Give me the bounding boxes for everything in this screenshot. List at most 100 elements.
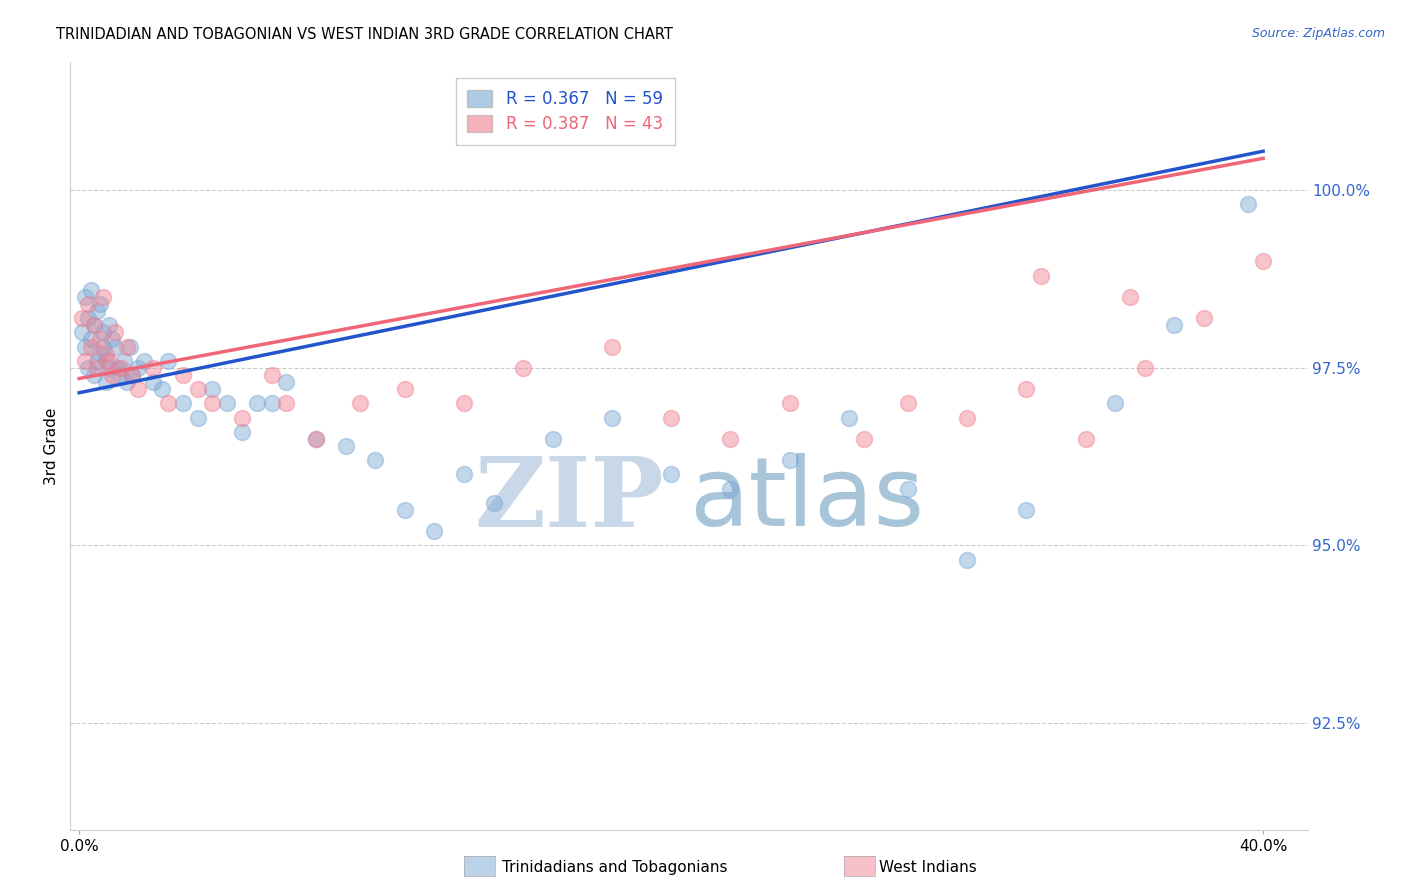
Point [83,368,105,382]
Point [305,432,328,446]
Point [718,432,741,446]
Point [104,326,127,340]
Point [779,396,801,410]
Point [127,382,149,396]
Point [1192,311,1215,326]
Point [115,340,138,354]
Point [231,410,253,425]
Point [246,396,269,410]
Point [91,290,114,304]
Point [852,432,875,446]
Point [83,318,105,333]
Point [104,340,127,354]
Point [127,360,149,375]
Point [453,467,475,482]
Point [1119,290,1142,304]
Point [70,311,93,326]
Point [335,439,357,453]
Point [659,410,682,425]
Point [1104,396,1126,410]
Text: TRINIDADIAN AND TOBAGONIAN VS WEST INDIAN 3RD GRADE CORRELATION CHART: TRINIDADIAN AND TOBAGONIAN VS WEST INDIA… [56,27,673,42]
Point [1015,503,1038,517]
Point [118,340,141,354]
Point [600,340,623,354]
Point [172,396,194,410]
Point [77,311,100,326]
Point [1074,432,1097,446]
Text: atlas: atlas [689,453,924,546]
Point [134,353,156,368]
Point [260,368,283,382]
Point [100,333,122,347]
Point [97,360,120,375]
Point [276,396,298,410]
Point [187,410,209,425]
Point [956,552,979,566]
Point [70,326,93,340]
Point [1133,360,1156,375]
Point [394,503,416,517]
Point [94,375,117,389]
Point [276,375,298,389]
Point [1163,318,1185,333]
Point [779,453,801,467]
Point [94,346,117,360]
Point [80,333,103,347]
Point [1237,197,1260,211]
Point [201,396,224,410]
Point [600,410,623,425]
Point [394,382,416,396]
Point [80,340,103,354]
Point [83,318,105,333]
Point [423,524,446,539]
Point [80,283,103,297]
Point [75,340,97,354]
Text: West Indians: West Indians [879,860,977,874]
Point [201,382,224,396]
Point [231,425,253,439]
Point [718,482,741,496]
Point [77,297,100,311]
Point [91,340,114,354]
Point [75,353,97,368]
Point [260,396,283,410]
Point [112,353,135,368]
Point [97,318,120,333]
Point [187,382,209,396]
Point [115,375,138,389]
Point [86,360,108,375]
Point [121,368,143,382]
Point [217,396,239,410]
Point [94,353,117,368]
Point [659,467,682,482]
Text: Source: ZipAtlas.com: Source: ZipAtlas.com [1251,27,1385,40]
Point [86,304,108,318]
Point [453,396,475,410]
Point [482,496,505,510]
Text: ZIP: ZIP [475,453,664,547]
Point [142,375,165,389]
Point [86,353,108,368]
Point [838,410,860,425]
Point [541,432,564,446]
Point [349,396,371,410]
Point [89,333,111,347]
Point [897,482,920,496]
Point [97,353,120,368]
Point [75,290,97,304]
Point [897,396,920,410]
Point [1251,254,1274,268]
Point [91,326,114,340]
Point [172,368,194,382]
Point [110,368,132,382]
Text: Trinidadians and Tobagonians: Trinidadians and Tobagonians [502,860,727,874]
Y-axis label: 3rd Grade: 3rd Grade [44,408,59,484]
Point [110,360,132,375]
Point [305,432,328,446]
Point [156,353,179,368]
Point [956,410,979,425]
Point [150,382,173,396]
Point [142,360,165,375]
Point [121,368,143,382]
Point [77,360,100,375]
